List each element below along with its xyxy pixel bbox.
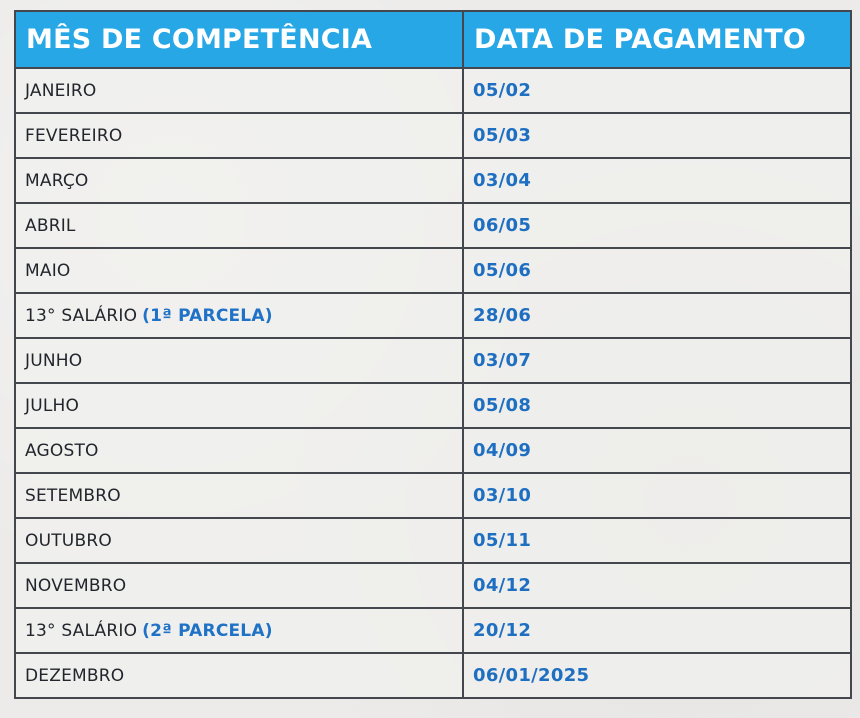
table-row: AGOSTO 04/09 — [14, 427, 852, 474]
column-header-payment-date: DATA DE PAGAMENTO — [462, 10, 852, 69]
payment-date-cell: 28/06 — [462, 292, 852, 339]
payment-date-cell: 05/03 — [462, 112, 852, 159]
month-label: NOVEMBRO — [25, 575, 127, 596]
table-row: JUNHO 03/07 — [14, 337, 852, 384]
payment-date-cell: 03/10 — [462, 472, 852, 519]
month-cell: 13° SALÁRIO (2ª PARCELA) — [14, 607, 464, 654]
header-row: MÊS DE COMPETÊNCIA DATA DE PAGAMENTO — [14, 10, 852, 69]
table-row: 13° SALÁRIO (1ª PARCELA) 28/06 — [14, 292, 852, 339]
month-label: FEVEREIRO — [25, 125, 123, 146]
month-label: SETEMBRO — [25, 485, 121, 506]
payment-date-cell: 06/01/2025 — [462, 652, 852, 699]
month-cell: JANEIRO — [14, 67, 464, 114]
month-cell: JUNHO — [14, 337, 464, 384]
month-cell: MAIO — [14, 247, 464, 294]
table-row: ABRIL 06/05 — [14, 202, 852, 249]
payment-date-cell: 05/06 — [462, 247, 852, 294]
table-row: 13° SALÁRIO (2ª PARCELA) 20/12 — [14, 607, 852, 654]
installment-note: (1ª PARCELA) — [142, 305, 273, 326]
month-label: DEZEMBRO — [25, 665, 125, 686]
table-header: MÊS DE COMPETÊNCIA DATA DE PAGAMENTO — [14, 10, 852, 69]
month-cell: ABRIL — [14, 202, 464, 249]
table-row: MAIO 05/06 — [14, 247, 852, 294]
month-label: JULHO — [25, 395, 80, 416]
month-cell: AGOSTO — [14, 427, 464, 474]
month-label: MAIO — [25, 260, 71, 281]
month-cell: FEVEREIRO — [14, 112, 464, 159]
month-cell: MARÇO — [14, 157, 464, 204]
month-label: JANEIRO — [25, 80, 97, 101]
table-row: FEVEREIRO 05/03 — [14, 112, 852, 159]
month-label: JUNHO — [25, 350, 83, 371]
payment-date-cell: 05/08 — [462, 382, 852, 429]
month-label: ABRIL — [25, 215, 76, 236]
month-label: MARÇO — [25, 170, 89, 191]
month-cell: SETEMBRO — [14, 472, 464, 519]
table-row: NOVEMBRO 04/12 — [14, 562, 852, 609]
table-row: MARÇO 03/04 — [14, 157, 852, 204]
month-label: OUTUBRO — [25, 530, 112, 551]
column-header-month: MÊS DE COMPETÊNCIA — [14, 10, 464, 69]
payment-schedule-table: MÊS DE COMPETÊNCIA DATA DE PAGAMENTO JAN… — [14, 10, 852, 699]
table-body: JANEIRO 05/02 FEVEREIRO 05/03 MARÇO 03/0… — [14, 67, 852, 699]
month-cell: NOVEMBRO — [14, 562, 464, 609]
payment-date-cell: 04/09 — [462, 427, 852, 474]
payment-date-cell: 20/12 — [462, 607, 852, 654]
payment-date-cell: 05/11 — [462, 517, 852, 564]
month-cell: 13° SALÁRIO (1ª PARCELA) — [14, 292, 464, 339]
payment-date-cell: 03/07 — [462, 337, 852, 384]
payment-date-cell: 03/04 — [462, 157, 852, 204]
installment-note: (2ª PARCELA) — [142, 620, 273, 641]
month-cell: DEZEMBRO — [14, 652, 464, 699]
table-row: DEZEMBRO 06/01/2025 — [14, 652, 852, 699]
month-cell: OUTUBRO — [14, 517, 464, 564]
payment-date-cell: 06/05 — [462, 202, 852, 249]
table-row: JANEIRO 05/02 — [14, 67, 852, 114]
month-label: 13° SALÁRIO — [25, 305, 138, 326]
month-label: AGOSTO — [25, 440, 99, 461]
table-row: SETEMBRO 03/10 — [14, 472, 852, 519]
payment-date-cell: 05/02 — [462, 67, 852, 114]
table-row: OUTUBRO 05/11 — [14, 517, 852, 564]
month-cell: JULHO — [14, 382, 464, 429]
table-row: JULHO 05/08 — [14, 382, 852, 429]
month-label: 13° SALÁRIO — [25, 620, 138, 641]
payment-date-cell: 04/12 — [462, 562, 852, 609]
